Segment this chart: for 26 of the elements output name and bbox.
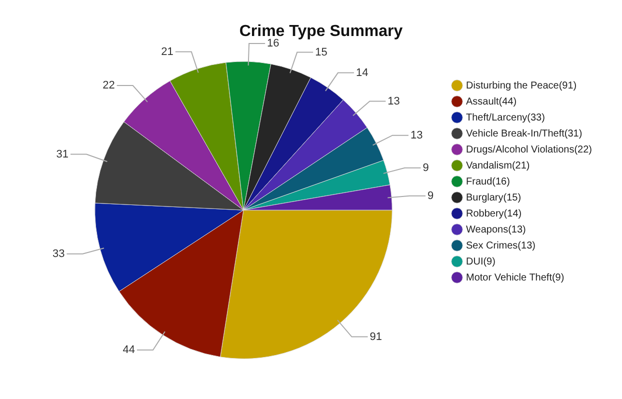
data-label: 33 xyxy=(52,248,65,260)
data-label: 31 xyxy=(56,148,68,160)
legend-label: Sex Crimes(13) xyxy=(466,240,536,252)
data-label: 13 xyxy=(388,95,400,108)
legend-label: Motor Vehicle Theft(9) xyxy=(466,272,564,284)
data-label: 9 xyxy=(428,190,434,202)
data-label: 15 xyxy=(315,46,328,58)
legend-label: DUI(9) xyxy=(466,256,496,268)
legend-label: Weapons(13) xyxy=(466,224,526,236)
data-label: 22 xyxy=(102,80,115,92)
legend-label: Fraud(16) xyxy=(466,176,510,188)
data-label: 16 xyxy=(267,38,280,50)
legend-label: Assault(44) xyxy=(466,96,517,108)
legend-label: Drugs/Alcohol Violations(22) xyxy=(466,144,592,156)
legend-label: Robbery(14) xyxy=(466,208,522,220)
legend-label: Vandalism(21) xyxy=(466,160,530,172)
data-label: 14 xyxy=(356,66,368,79)
legend-label: Burglary(15) xyxy=(466,192,522,204)
data-label: 44 xyxy=(122,344,135,356)
data-label: 21 xyxy=(161,46,174,58)
data-label: 13 xyxy=(410,129,423,142)
legend-label: Theft/Larceny(33) xyxy=(466,112,545,124)
data-label: 9 xyxy=(422,162,429,174)
data-label: 91 xyxy=(370,330,382,343)
legend-label: Disturbing the Peace(91) xyxy=(466,80,577,92)
legend-label: Vehicle Break-In/Theft(31) xyxy=(466,128,582,140)
